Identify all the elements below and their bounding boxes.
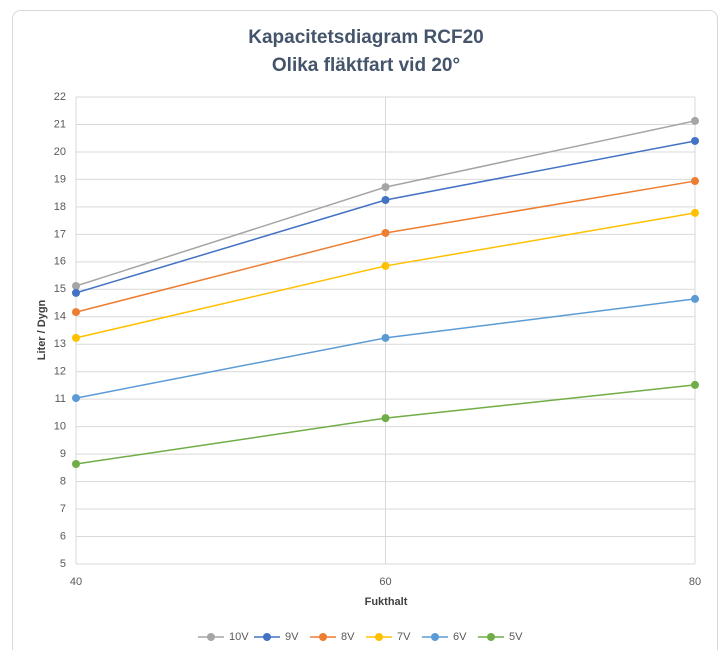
legend-label: 6V bbox=[453, 631, 467, 643]
data-point bbox=[691, 116, 699, 125]
legend-marker bbox=[375, 633, 383, 641]
y-tick-label: 14 bbox=[54, 311, 66, 323]
y-axis-label: Liter / Dygn bbox=[36, 299, 48, 360]
x-axis-label: Fukthalt bbox=[365, 596, 408, 608]
x-tick-label: 40 bbox=[70, 576, 82, 588]
y-tick-label: 21 bbox=[54, 118, 66, 130]
y-tick-label: 5 bbox=[60, 558, 66, 570]
y-tick-label: 13 bbox=[54, 338, 66, 350]
y-tick-label: 20 bbox=[54, 146, 66, 158]
data-point bbox=[72, 281, 80, 290]
x-tick-label: 60 bbox=[379, 576, 391, 588]
chart-subtitle: Olika fläktfart vid 20° bbox=[272, 55, 460, 76]
legend-label: 7V bbox=[397, 631, 411, 643]
data-point bbox=[691, 136, 699, 145]
legend-marker bbox=[487, 633, 495, 641]
data-point bbox=[381, 228, 390, 237]
y-tick-label: 18 bbox=[54, 201, 66, 213]
chart-frame bbox=[12, 10, 718, 650]
legend-marker bbox=[431, 633, 439, 641]
x-tick-label: 80 bbox=[689, 576, 701, 588]
y-tick-label: 15 bbox=[54, 283, 66, 295]
chart-title: Kapacitetsdiagram RCF20 bbox=[248, 27, 483, 48]
legend-marker bbox=[207, 633, 215, 641]
y-tick-label: 7 bbox=[60, 503, 66, 515]
y-tick-label: 9 bbox=[60, 448, 66, 460]
legend-marker bbox=[263, 633, 271, 641]
y-tick-label: 22 bbox=[54, 91, 66, 103]
data-point bbox=[72, 308, 80, 317]
data-point bbox=[381, 183, 390, 192]
data-point bbox=[691, 177, 699, 186]
data-point bbox=[381, 333, 390, 342]
legend-label: 5V bbox=[509, 631, 523, 643]
y-tick-label: 6 bbox=[60, 530, 66, 542]
y-tick-label: 12 bbox=[54, 366, 66, 378]
y-tick-label: 11 bbox=[55, 393, 66, 405]
legend-label: 9V bbox=[285, 631, 299, 643]
legend-label: 8V bbox=[341, 631, 355, 643]
data-point bbox=[691, 294, 699, 303]
legend-marker bbox=[319, 633, 327, 641]
data-point bbox=[691, 380, 699, 389]
y-tick-label: 8 bbox=[60, 475, 66, 487]
data-point bbox=[72, 288, 80, 297]
data-point bbox=[72, 460, 80, 469]
y-tick-label: 17 bbox=[54, 228, 66, 240]
data-point bbox=[381, 414, 390, 423]
y-tick-label: 10 bbox=[54, 421, 66, 433]
data-point bbox=[381, 196, 390, 205]
data-point bbox=[72, 394, 80, 403]
y-tick-label: 19 bbox=[54, 173, 66, 185]
y-tick-label: 16 bbox=[54, 256, 66, 268]
legend-label: 10V bbox=[229, 631, 249, 643]
data-point bbox=[72, 333, 80, 342]
data-point bbox=[691, 208, 699, 217]
data-point bbox=[381, 261, 390, 270]
